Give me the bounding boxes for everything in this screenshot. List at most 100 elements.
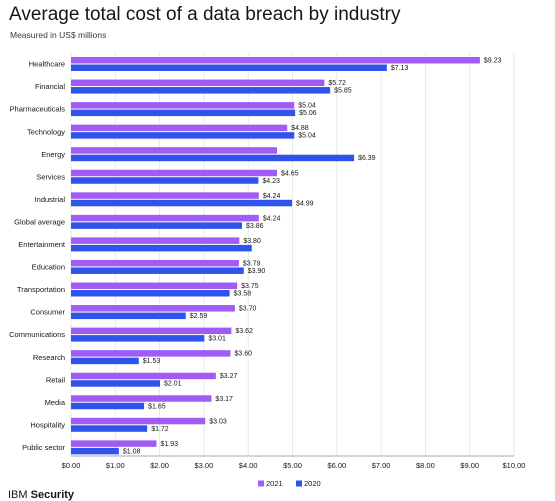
category-label: Hospitality (30, 420, 65, 429)
data-label-2021: $4.24 (263, 215, 281, 222)
legend-label-2021: 2021 (266, 479, 283, 488)
chart-subtitle: Measured in US$ millions (10, 30, 107, 40)
data-label-2021: $5.72 (328, 80, 346, 87)
category-label: Energy (41, 150, 65, 159)
data-label-2021: $3.62 (235, 328, 253, 335)
data-label-2020: $3.01 (208, 336, 226, 343)
bar-2021 (71, 440, 157, 447)
bar-2020 (71, 199, 293, 207)
x-tick-label: $7.00 (372, 461, 391, 470)
footer-brand: IBM Security (8, 489, 74, 501)
bar-2020 (71, 177, 259, 184)
data-label-2021: $3.79 (243, 260, 261, 267)
data-label-2021: $9.23 (484, 58, 502, 65)
data-label-2021: $3.75 (241, 283, 259, 290)
data-label-2021: $3.80 (243, 238, 261, 245)
footer-product-name: Security (30, 489, 75, 501)
category-label: Retail (46, 375, 66, 384)
legend-swatch-2020 (296, 480, 302, 487)
data-label-2020: $1.72 (151, 426, 169, 433)
data-label-2020: $3.58 (234, 291, 252, 298)
data-label-2020: $4.23 (262, 178, 280, 185)
data-label-2020: $5.06 (299, 110, 317, 117)
data-label-2020: $5.04 (298, 133, 316, 140)
data-label-2020: $3.90 (248, 268, 266, 275)
bar-2021 (71, 169, 277, 177)
bar-2020 (71, 380, 161, 387)
category-label: Communications (9, 330, 65, 339)
data-label-2020: $6.39 (358, 155, 376, 162)
category-label: Education (32, 263, 65, 272)
bar-2020 (71, 87, 331, 94)
data-label-2021: $4.24 (263, 193, 281, 200)
data-label-2021: $3.03 (209, 418, 227, 425)
category-label: Financial (35, 82, 65, 91)
data-label-2021: $1.93 (160, 441, 178, 448)
bar-2020 (71, 335, 205, 342)
data-label-2020: $5.85 (334, 88, 352, 95)
bar-2021 (71, 124, 288, 132)
bar-2021 (71, 214, 259, 222)
category-label: Industrial (35, 195, 66, 204)
data-label-2020: $3.86 (246, 223, 264, 230)
data-label-2020: $4.99 (296, 200, 314, 207)
bar-2021 (71, 395, 212, 402)
x-tick-label: $0.00 (62, 461, 81, 470)
data-label-2021: $4.88 (291, 125, 309, 132)
category-label: Pharmaceuticals (10, 105, 66, 114)
data-label-2021: $3.27 (220, 373, 238, 380)
x-tick-label: $3.00 (195, 461, 214, 470)
bar-2020 (71, 402, 145, 410)
data-label-2020: $7.13 (391, 65, 409, 72)
data-label-2021: $3.70 (239, 306, 257, 313)
bar-2021 (71, 417, 206, 425)
bar-2020 (71, 267, 244, 274)
x-tick-label: $5.00 (283, 461, 302, 470)
x-tick-label: $10.00 (503, 461, 526, 470)
bar-2021 (71, 350, 231, 357)
category-label: Research (33, 353, 65, 362)
x-tick-label: $2.00 (150, 461, 169, 470)
category-label: Technology (27, 127, 65, 136)
bar-2021 (71, 102, 295, 109)
category-label: Entertainment (18, 240, 66, 249)
legend-label-2020: 2020 (304, 479, 321, 488)
bar-2021 (71, 327, 232, 335)
category-label: Healthcare (29, 60, 65, 69)
data-label-2020: $1.08 (123, 448, 141, 455)
bar-2020 (71, 64, 387, 71)
legend-swatch-2021 (258, 480, 264, 487)
bar-2020 (71, 109, 296, 117)
bar-2021 (71, 147, 277, 154)
category-label: Services (36, 172, 65, 181)
data-label-2021: $5.04 (298, 103, 316, 110)
category-label: Public sector (22, 443, 65, 452)
data-label-2021: $4.65 (281, 170, 299, 177)
bar-2021 (71, 237, 240, 244)
bar-2021 (71, 259, 239, 267)
x-tick-label: $1.00 (106, 461, 125, 470)
x-tick-label: $4.00 (239, 461, 258, 470)
x-tick-label: $9.00 (460, 461, 479, 470)
category-label: Global average (14, 217, 65, 226)
bar-2021 (71, 282, 238, 289)
bar-2020 (71, 447, 119, 455)
bar-2020 (71, 312, 186, 320)
bar-2020 (71, 222, 242, 229)
bar-2020 (71, 290, 230, 297)
bar-2021 (71, 192, 259, 199)
chart-title: Average total cost of a data breach by i… (9, 4, 401, 25)
data-label-2020: $1.65 (148, 403, 166, 410)
bar-2021 (71, 57, 480, 64)
bar-2020 (71, 357, 139, 365)
x-tick-label: $8.00 (416, 461, 435, 470)
bar-2020 (71, 244, 252, 252)
bar-2021 (71, 305, 235, 312)
bar-2020 (71, 132, 295, 139)
data-label-2020: $2.01 (164, 381, 182, 388)
bar-2021 (71, 372, 216, 380)
category-label: Media (45, 398, 66, 407)
footer-brand-name: IBM (8, 489, 28, 501)
data-label-2021: $3.60 (234, 351, 252, 358)
data-label-2020: $2.59 (190, 313, 208, 320)
